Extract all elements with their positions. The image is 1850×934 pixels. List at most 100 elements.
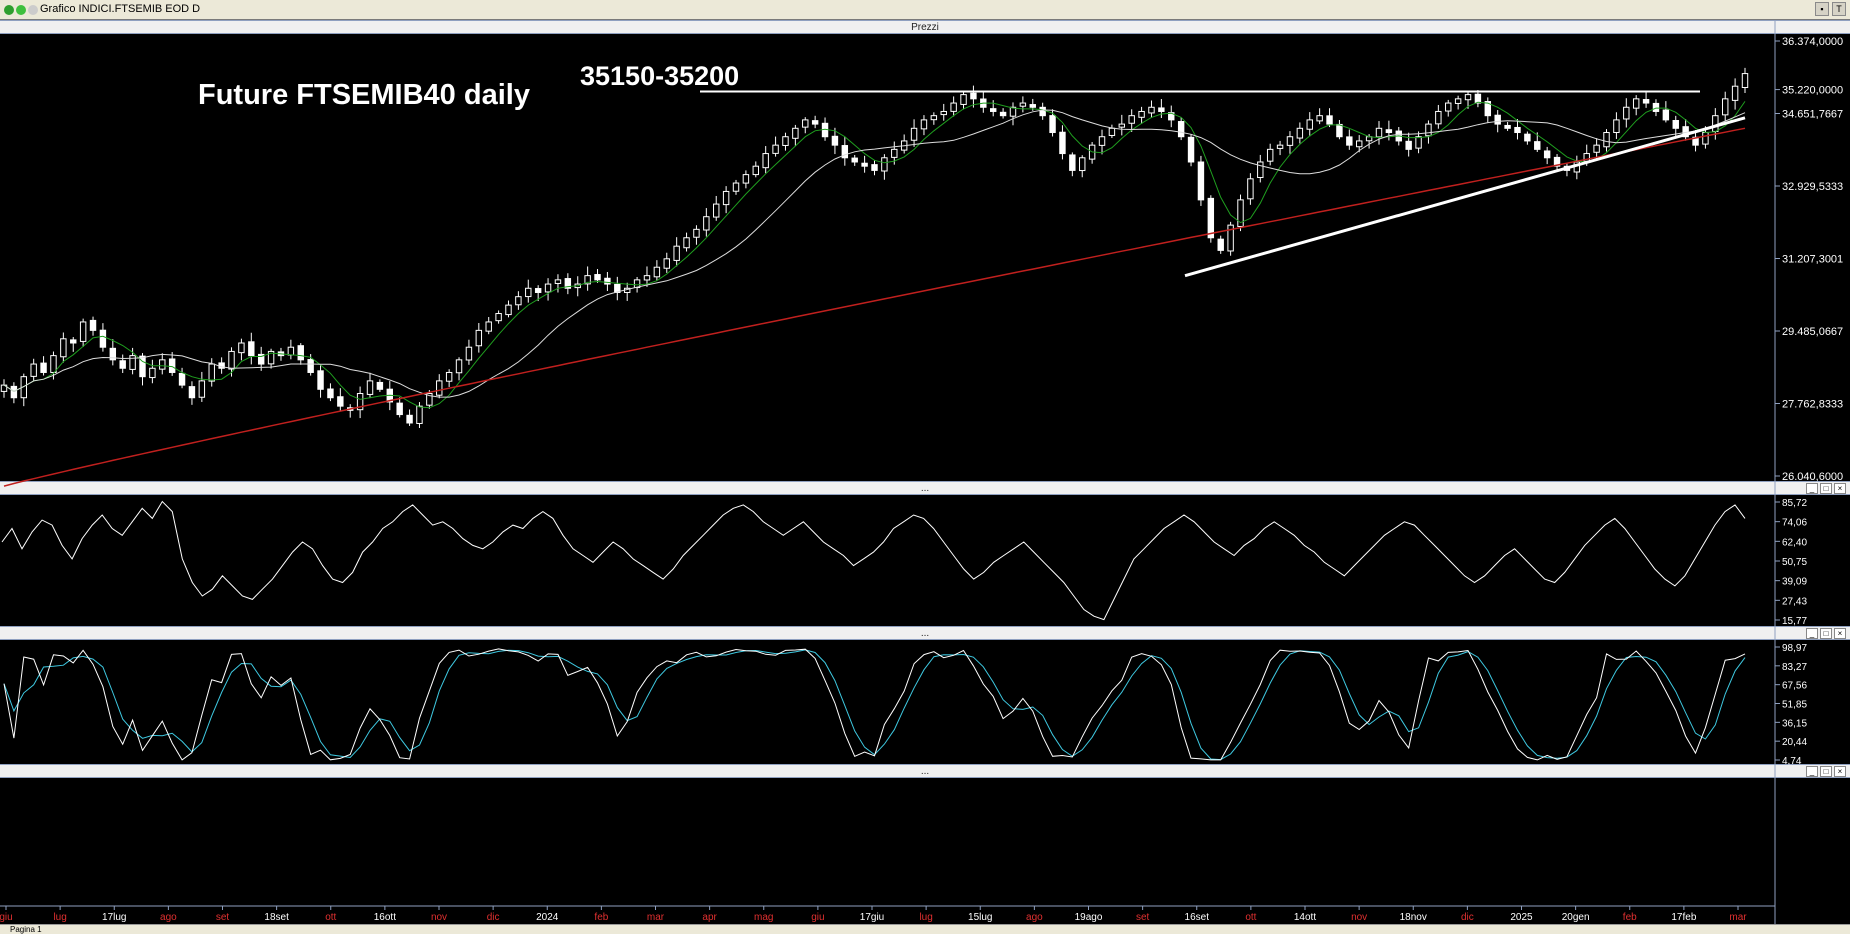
panel-maximize-button[interactable]: □: [1820, 766, 1832, 777]
resistance-annotation: 35150-35200: [580, 61, 739, 91]
panel-minimize-button[interactable]: _: [1806, 483, 1818, 494]
ma-mid-line: [3, 109, 1746, 398]
candle-body: [1009, 106, 1017, 117]
candle-body: [1069, 154, 1076, 171]
x-tick-label: 17giu: [860, 912, 884, 923]
candle-body: [356, 393, 364, 411]
candle-body: [1484, 101, 1492, 117]
candle-body: [495, 313, 502, 322]
x-tick-label: mar: [647, 912, 665, 923]
y-tick-label: 74,06: [1782, 518, 1807, 529]
candle-body: [1722, 98, 1729, 116]
candle-body: [1079, 157, 1086, 172]
candle-body: [1187, 136, 1195, 163]
candle-body: [228, 350, 235, 370]
page-tab[interactable]: Pagina 1: [10, 925, 42, 934]
candle-body: [505, 304, 512, 316]
candle-body: [1108, 127, 1116, 136]
y-tick-label: 34.651,7667: [1782, 109, 1843, 121]
panel-close-button[interactable]: ×: [1834, 483, 1846, 494]
x-tick-label: ott: [325, 912, 336, 923]
candle-body: [584, 275, 591, 285]
x-tick-label: 2025: [1510, 912, 1533, 923]
candle-body: [485, 321, 492, 332]
panel-maximize-button[interactable]: □: [1820, 628, 1832, 639]
candle-body: [713, 203, 720, 218]
moving-averages: [3, 101, 1746, 487]
candle-body: [1118, 123, 1126, 128]
y-tick-label: 27.762,8333: [1782, 399, 1843, 411]
x-tick-label: lug: [919, 912, 932, 923]
candle-body: [1385, 129, 1393, 134]
y-tick-label: 32.929,5333: [1782, 181, 1843, 193]
candle-body: [693, 228, 700, 238]
window-titlebar: Grafico INDICI.FTSEMIB EOD D ▪ T: [0, 0, 1850, 20]
panel-minimize-button[interactable]: _: [1806, 628, 1818, 639]
rsi-line: [1, 500, 1746, 621]
x-tick-label: nov: [431, 912, 447, 923]
candle-body: [1741, 73, 1749, 89]
candle-body: [1306, 119, 1313, 130]
candle-body: [178, 372, 186, 386]
x-tick-label: 18set: [264, 912, 289, 923]
candle-body: [544, 283, 552, 293]
candle-body: [436, 380, 443, 396]
candle-body: [1464, 94, 1472, 101]
panel-maximize-button[interactable]: □: [1820, 483, 1832, 494]
candle-body: [742, 174, 750, 184]
candle-body: [327, 388, 334, 399]
candle-body: [1336, 123, 1343, 138]
x-tick-label: 2024: [536, 912, 559, 923]
y-tick-label: 62,40: [1782, 537, 1807, 548]
window-right-button[interactable]: T: [1832, 2, 1846, 16]
candle-body: [109, 347, 117, 361]
candle-body: [732, 182, 740, 192]
x-tick-label: mag: [754, 912, 773, 923]
x-tick-label: set: [1136, 912, 1150, 923]
candle-body: [475, 329, 483, 347]
candle-body: [1603, 132, 1610, 148]
candle-body: [1346, 136, 1353, 146]
panel-close-button[interactable]: ×: [1834, 766, 1846, 777]
candle-body: [149, 367, 156, 379]
candle-body: [1642, 99, 1650, 104]
x-tick-label: ott: [1245, 912, 1256, 923]
status-light-icon[interactable]: [16, 5, 26, 15]
x-tick-label: dic: [1461, 912, 1474, 923]
candle-body: [455, 359, 463, 374]
y-tick-label: 83,27: [1782, 662, 1807, 673]
candle-body: [752, 165, 760, 176]
candle-body: [1514, 126, 1521, 134]
y-tick-label: 39,09: [1782, 577, 1807, 588]
candle-body: [1731, 85, 1739, 101]
candle-body: [208, 363, 215, 382]
x-tick-label: 16set: [1185, 912, 1210, 923]
status-light-icon[interactable]: [4, 5, 14, 15]
status-light-icon[interactable]: [28, 5, 38, 15]
y-tick-label: 67,56: [1782, 681, 1807, 692]
candle-body: [337, 396, 344, 407]
candle-body: [703, 216, 710, 231]
candle-body: [129, 355, 136, 370]
candle-body: [426, 393, 433, 406]
candle-body: [416, 405, 423, 424]
candle-body: [1019, 102, 1027, 107]
panel-minimize-button[interactable]: _: [1806, 766, 1818, 777]
stoch-k-line: [3, 648, 1746, 761]
x-tick-label: giu: [0, 912, 13, 923]
rsi-panel: 85,72 74,06 62,40 50,75 39,09 27,43 15,77: [1, 498, 1807, 627]
x-tick-label: ago: [1026, 912, 1043, 923]
candle-body: [1474, 93, 1482, 104]
drawings: [700, 90, 1746, 278]
chart-title: Future FTSEMIB40 daily: [198, 79, 530, 111]
candle-body: [1049, 115, 1056, 134]
panel-close-button[interactable]: ×: [1834, 628, 1846, 639]
candle-body: [861, 162, 868, 167]
candle-body: [40, 362, 47, 373]
x-tick-label: dic: [487, 912, 500, 923]
window-menu-button[interactable]: ▪: [1815, 2, 1829, 16]
candle-body: [950, 102, 957, 112]
candle-body: [891, 148, 898, 158]
osc1-panel-header: ... _ □ ×: [0, 481, 1850, 495]
